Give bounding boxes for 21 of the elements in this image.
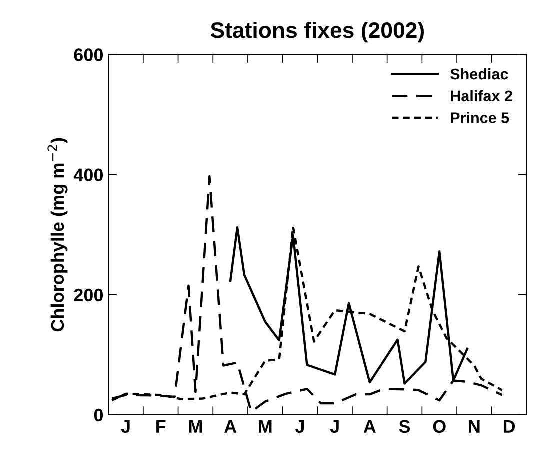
x-tick-label: M [259,420,272,433]
x-tick-label: D [504,420,516,433]
legend-label: Prince 5 [451,112,510,124]
y-tick-label: 0 [94,408,103,422]
y-tick-label: 600 [74,48,103,62]
x-tick-label: A [364,420,376,433]
x-tick-label: J [121,420,130,434]
y-tick-label: 200 [74,288,103,302]
x-tick-label: N [469,420,480,433]
chart-title: Stations fixes (2002) [210,22,424,43]
x-tick-label: O [433,420,446,434]
x-tick-label: M [189,420,202,433]
legend-label: Shediac [450,68,508,80]
y-axis-title: Chlorophylle (mg m$^{−2}$) [48,138,68,332]
x-tick-label: F [156,420,166,433]
x-tick-label: J [295,420,304,434]
legend-label: Halifax 2 [451,90,512,102]
y-tick-label: 400 [74,168,103,182]
x-tick-label: J [330,420,339,434]
x-tick-label: S [399,420,410,434]
x-tick-label: A [224,420,237,433]
